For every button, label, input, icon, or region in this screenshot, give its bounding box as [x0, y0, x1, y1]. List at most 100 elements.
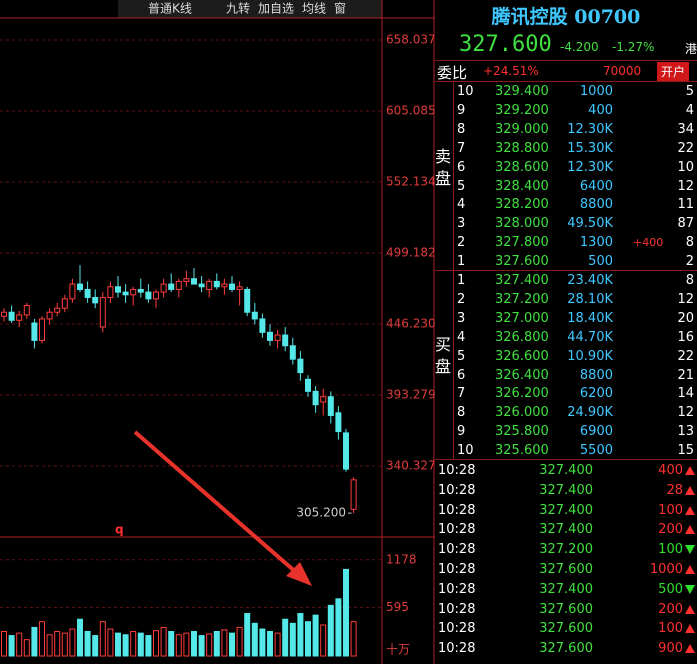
ratio-label: 委比 [437, 64, 468, 82]
toolbar-button[interactable]: 均线 [302, 2, 326, 16]
volume-bar [61, 632, 68, 657]
trade-price: 327.400 [539, 581, 593, 597]
order-count: 87 [677, 216, 694, 232]
level: 9 [457, 102, 466, 118]
candle-body [175, 280, 182, 290]
trade-direction [685, 604, 695, 614]
sell-row: 8 329.000 12.30K 34 [435, 120, 697, 139]
volume-bar [289, 622, 296, 657]
trade-time: 10:28 [438, 463, 476, 478]
volume: 8800 [579, 197, 613, 213]
candle-body [343, 432, 349, 470]
volume-bar [1, 630, 7, 657]
order-count: 22 [677, 348, 694, 364]
trade-direction [685, 525, 695, 535]
level: 6 [457, 367, 466, 383]
candle-body [213, 280, 220, 288]
trade-price: 327.200 [539, 542, 593, 558]
volume: 18.40K [567, 310, 613, 326]
volume-bar [350, 621, 357, 657]
sell-row: 1 327.600 500 2 [435, 252, 697, 271]
candle-body [122, 291, 129, 296]
buy-row: 7 326.200 6200 14 [435, 384, 697, 403]
y-tick-label: 658.037 [386, 32, 435, 46]
y-tick-label: 605.085 [386, 103, 435, 117]
volume-bar [115, 632, 121, 657]
price: 328.800 [495, 140, 549, 156]
trade-direction [685, 505, 695, 515]
open-account-button[interactable]: 开户 [657, 62, 690, 81]
level: 4 [457, 197, 466, 213]
candle-body [31, 322, 38, 341]
volume-bar [16, 632, 23, 657]
price: 328.000 [495, 216, 549, 232]
volume-bar [236, 626, 243, 657]
volume-bar [282, 618, 289, 657]
volume-change: +400 [633, 236, 664, 250]
buy-label: 买盘 [432, 336, 451, 380]
volume-bar [137, 632, 144, 657]
candle-body [153, 291, 159, 300]
level: 5 [457, 178, 466, 194]
price: 326.400 [495, 367, 549, 383]
level: 1 [457, 273, 466, 288]
trade-volume: 28 [666, 482, 683, 498]
volume: 1300 [579, 235, 613, 251]
trade-direction [685, 545, 695, 555]
volume-bar [175, 634, 182, 657]
volume-bar [244, 613, 251, 657]
sell-row: 9 329.200 400 4 [435, 101, 697, 120]
trade-price: 327.600 [539, 621, 593, 637]
trade-time: 10:28 [438, 502, 476, 518]
toolbar-button[interactable]: 窗 [334, 2, 346, 16]
buy-row: 10 325.600 5500 15 [435, 441, 697, 460]
buy-row: 9 325.800 6900 13 [435, 422, 697, 441]
order-count: 11 [677, 197, 694, 213]
sell-row: 3 328.000 49.50K 87 [435, 214, 697, 233]
volume-bar [206, 633, 213, 657]
market-badge: 港 [685, 42, 697, 56]
y-tick-label: 393.279 [386, 388, 435, 402]
candle-body [221, 283, 228, 288]
toolbar-button[interactable]: 普通K线 [148, 2, 192, 16]
trade-price: 327.400 [539, 502, 593, 518]
trade-direction [685, 565, 695, 574]
arrow-head [286, 562, 312, 586]
buy-row: 5 326.600 10.90K 22 [435, 347, 697, 366]
trade-time: 10:28 [438, 581, 476, 597]
trade-row: 10:28 327.600 900 [435, 639, 697, 658]
trade-row: 10:28 327.200 100 [435, 540, 697, 559]
candle-body [160, 283, 167, 293]
price: 327.000 [495, 310, 549, 326]
trade-volume: 400 [658, 463, 683, 478]
divider [435, 60, 697, 61]
order-count: 12 [677, 405, 694, 421]
sell-row: 10 329.400 1000 5 [435, 82, 697, 101]
toolbar-button[interactable]: 加自选 [258, 2, 294, 16]
candle-body [46, 311, 53, 320]
toolbar-button[interactable]: 九转 [226, 1, 250, 16]
volume-bar [312, 614, 319, 657]
trade-time: 10:28 [438, 522, 476, 538]
candle-body [229, 283, 235, 290]
level: 5 [457, 348, 466, 364]
trade-row: 10:28 327.600 200 [435, 600, 697, 619]
trade-row: 10:28 327.400 500 [435, 580, 697, 599]
volume-bar [153, 630, 159, 657]
volume: 500 [588, 254, 613, 270]
volume-bar [327, 604, 334, 657]
volume-bar [92, 635, 99, 657]
volume-bar [8, 635, 15, 657]
volume-bar [305, 621, 311, 657]
volume: 5500 [579, 443, 613, 459]
price: 327.400 [495, 273, 549, 288]
level: 2 [457, 235, 466, 251]
volume-bar [46, 634, 53, 657]
y-tick-label: 340.327 [386, 459, 435, 473]
price: 327.200 [495, 291, 549, 307]
volume-bar [221, 629, 228, 657]
trade-row: 10:28 327.400 200 [435, 520, 697, 539]
trade-price: 327.400 [539, 463, 593, 478]
price: 327.600 [495, 254, 549, 270]
candle-body [305, 378, 311, 392]
